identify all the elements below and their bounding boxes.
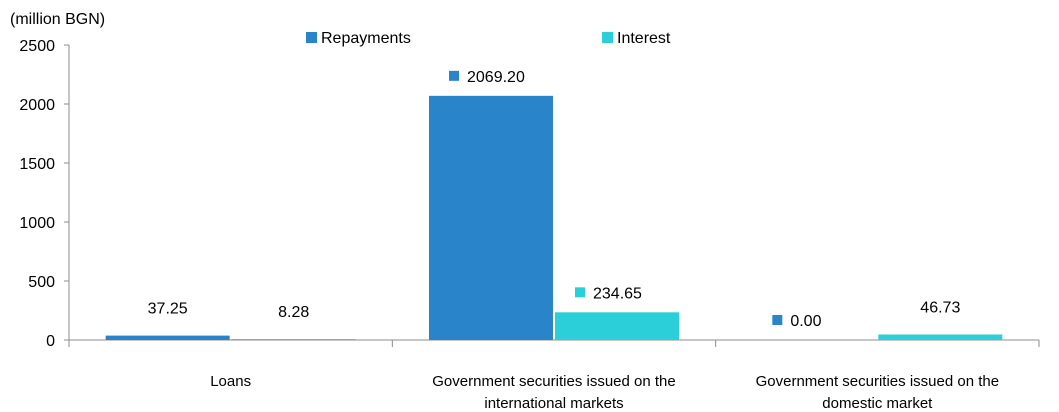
bar-interest-1: [555, 312, 679, 340]
x-category-label: Government securities issued on the: [756, 373, 999, 390]
legend-label-interest: Interest: [617, 30, 671, 47]
data-label-interest-1: 234.65: [593, 285, 642, 302]
x-category-label: Loans: [210, 373, 251, 390]
data-label-interest-2: 46.73: [920, 299, 960, 316]
bar-interest-0: [231, 339, 356, 340]
y-tick-label: 2500: [19, 38, 55, 55]
category-labels: Loans Government securities issued on the…: [210, 373, 999, 412]
bar-repayments-0: [105, 335, 230, 340]
y-tick-label: 0: [46, 333, 55, 350]
y-axis: 0 500 1000 1500 2000 2500: [19, 38, 70, 350]
y-tick-label: 2000: [19, 97, 55, 114]
data-label-repayments-2: 0.00: [790, 313, 821, 330]
x-category-label: Government securities issued on the: [432, 373, 675, 390]
y-unit-label: (million BGN): [10, 11, 105, 28]
data-label-repayments-0: 37.25: [148, 301, 188, 318]
bar-interest-2: [878, 334, 1003, 340]
legend-key-repayments-icon: [306, 32, 317, 43]
y-tick-label: 500: [28, 274, 55, 291]
data-label-repayments-1: 2069.20: [467, 69, 525, 86]
y-tick-label: 1500: [19, 156, 55, 173]
data-labels: 37.25 2069.20 0.00 8.28 234.65 46.73: [148, 69, 961, 330]
x-category-label: international markets: [484, 395, 623, 412]
bars: [105, 95, 1003, 340]
data-label-key-icon: [575, 287, 585, 298]
legend-label-repayments: Repayments: [321, 30, 411, 47]
bar-repayments-1: [429, 95, 553, 340]
x-axis: [68, 339, 1040, 347]
x-category-label: domestic market: [822, 395, 933, 412]
legend-key-interest-icon: [602, 32, 613, 43]
data-label-key-icon: [449, 70, 459, 81]
data-label-interest-0: 8.28: [278, 304, 309, 321]
legend: Repayments Interest: [306, 30, 671, 47]
y-tick-label: 1000: [19, 215, 55, 232]
data-label-key-icon: [772, 315, 783, 325]
